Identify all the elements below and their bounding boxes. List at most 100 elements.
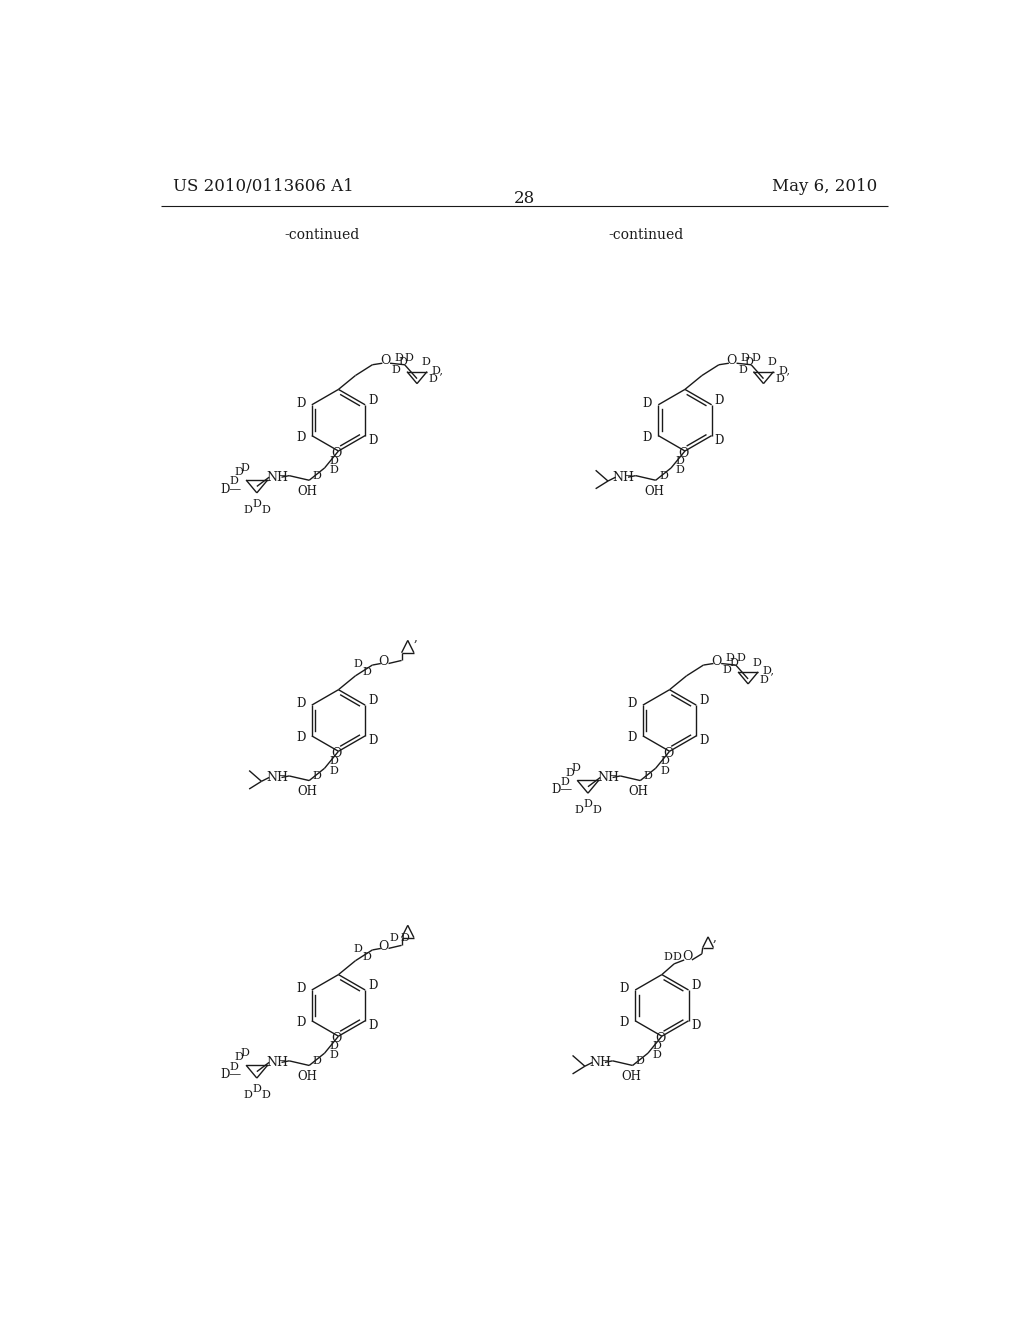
Text: D—: D— <box>551 783 572 796</box>
Text: D: D <box>775 375 784 384</box>
Text: D: D <box>330 756 338 767</box>
Text: D: D <box>659 471 668 480</box>
Text: O: O <box>380 354 390 367</box>
Text: D: D <box>362 952 372 962</box>
Text: O: O <box>332 747 342 760</box>
Text: D: D <box>643 397 652 409</box>
Text: OH: OH <box>644 484 665 498</box>
Text: D: D <box>353 944 362 954</box>
Text: D—: D— <box>220 1068 242 1081</box>
Text: O: O <box>727 354 737 367</box>
Text: D: D <box>768 358 776 367</box>
Text: NH: NH <box>589 1056 611 1069</box>
Text: D: D <box>752 352 760 363</box>
Text: -continued: -continued <box>609 228 684 243</box>
Text: D: D <box>312 1056 322 1065</box>
Text: D: D <box>368 393 378 407</box>
Text: O: O <box>379 655 389 668</box>
Text: D: D <box>296 697 306 710</box>
Text: D: D <box>660 766 670 776</box>
Text: May 6, 2010: May 6, 2010 <box>772 178 878 195</box>
Text: D: D <box>691 979 700 991</box>
Text: D: D <box>584 799 592 809</box>
Text: D: D <box>400 933 410 944</box>
Text: D: D <box>240 462 249 473</box>
Text: D,: D, <box>432 366 443 375</box>
Text: NH: NH <box>597 771 618 784</box>
Text: O: O <box>663 747 673 760</box>
Text: D: D <box>676 455 685 466</box>
Text: D: D <box>653 1041 662 1051</box>
Text: O: O <box>379 940 389 953</box>
Text: O: O <box>712 655 722 668</box>
Text: D: D <box>398 358 407 367</box>
Text: -continued: -continued <box>284 228 359 243</box>
Text: ,: , <box>713 931 716 944</box>
Text: D: D <box>368 434 378 446</box>
Text: D: D <box>252 499 261 508</box>
Text: D: D <box>760 675 769 685</box>
Text: D: D <box>312 771 322 781</box>
Text: O: O <box>678 446 688 459</box>
Text: D: D <box>330 1041 338 1051</box>
Text: NH: NH <box>266 771 288 784</box>
Text: D: D <box>229 1061 239 1072</box>
Text: D: D <box>312 471 322 480</box>
Text: D: D <box>593 805 602 816</box>
Text: D: D <box>368 734 378 747</box>
Text: D: D <box>664 952 673 962</box>
Text: D: D <box>394 352 403 363</box>
Text: D: D <box>736 653 744 663</box>
Text: D—: D— <box>220 483 242 496</box>
Text: NH: NH <box>612 471 634 483</box>
Text: NH: NH <box>266 471 288 483</box>
Text: D: D <box>233 1052 243 1063</box>
Text: D: D <box>243 1090 252 1100</box>
Text: D: D <box>744 358 754 367</box>
Text: D: D <box>643 771 652 781</box>
Text: D: D <box>296 397 306 409</box>
Text: D: D <box>296 731 306 744</box>
Text: D: D <box>560 776 569 787</box>
Text: D: D <box>421 358 430 367</box>
Text: D: D <box>620 982 629 995</box>
Text: D: D <box>753 657 761 668</box>
Text: D: D <box>229 477 239 487</box>
Text: D: D <box>636 1056 645 1065</box>
Text: D: D <box>353 659 362 669</box>
Text: D: D <box>330 766 338 776</box>
Text: D: D <box>673 952 682 962</box>
Text: O: O <box>655 1032 666 1045</box>
Text: D: D <box>262 504 270 515</box>
Text: D,: D, <box>778 366 791 375</box>
Text: D: D <box>715 393 724 407</box>
Text: O: O <box>332 1032 342 1045</box>
Text: D: D <box>404 352 414 363</box>
Text: D: D <box>571 763 580 774</box>
Text: D: D <box>262 1090 270 1100</box>
Text: D: D <box>660 756 670 767</box>
Text: OH: OH <box>298 785 317 797</box>
Text: D: D <box>240 1048 249 1057</box>
Text: D: D <box>740 352 750 363</box>
Text: D,: D, <box>763 665 775 676</box>
Text: D: D <box>574 805 583 816</box>
Text: D: D <box>729 657 738 668</box>
Text: D: D <box>368 1019 378 1032</box>
Text: 28: 28 <box>514 190 536 207</box>
Text: D: D <box>620 1016 629 1028</box>
Text: D: D <box>699 734 709 747</box>
Text: D: D <box>738 366 748 375</box>
Text: D: D <box>725 653 734 663</box>
Text: D: D <box>392 366 400 375</box>
Text: D: D <box>676 465 685 475</box>
Text: D: D <box>628 697 637 710</box>
Text: D: D <box>368 694 378 708</box>
Text: D: D <box>330 455 338 466</box>
Text: D: D <box>653 1051 662 1060</box>
Text: D: D <box>330 465 338 475</box>
Text: ,: , <box>414 631 418 644</box>
Text: D: D <box>691 1019 700 1032</box>
Text: D: D <box>296 1016 306 1028</box>
Text: D: D <box>429 375 437 384</box>
